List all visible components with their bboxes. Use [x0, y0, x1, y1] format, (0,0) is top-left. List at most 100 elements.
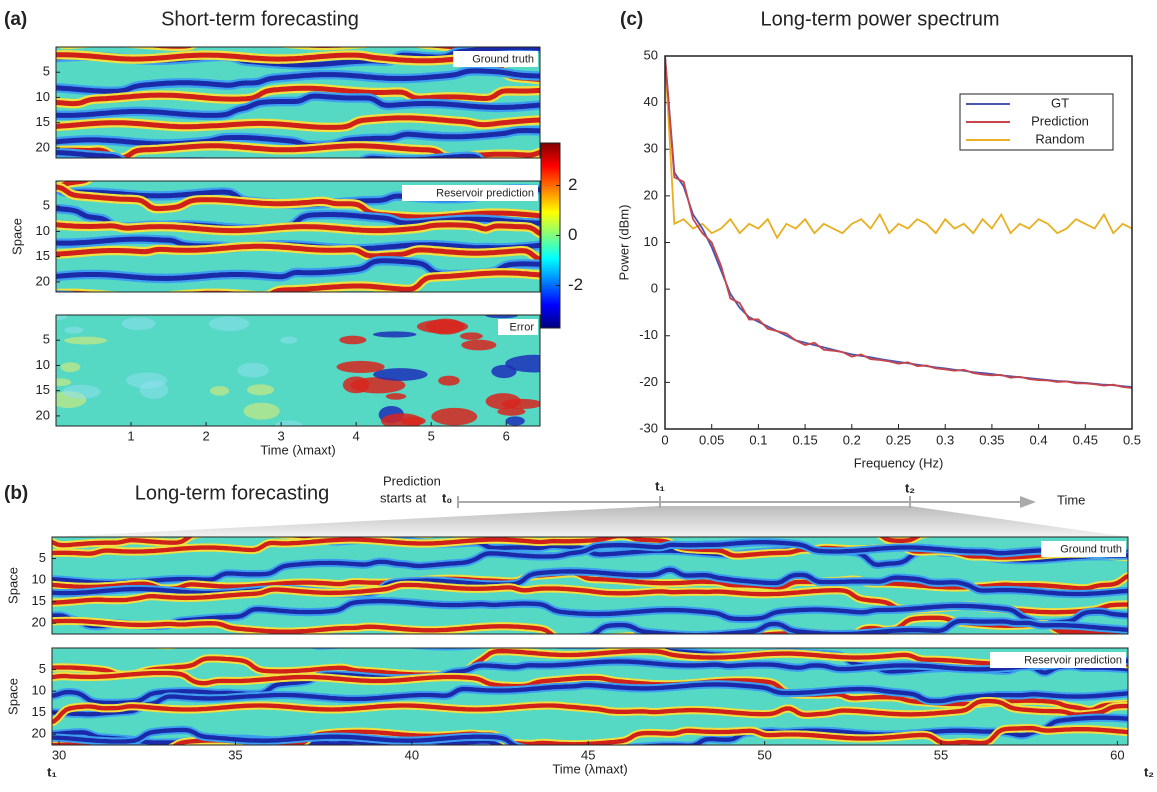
- panel-label-bg: [498, 319, 538, 335]
- y-tick-label: 5: [43, 64, 50, 79]
- heatmap-image: [56, 315, 540, 426]
- blob: [56, 378, 72, 386]
- panel-label-bg: [453, 51, 538, 67]
- y-tick-label: 40: [644, 94, 658, 109]
- corner-t1: t₁: [47, 764, 57, 779]
- stripe: [65, 47, 515, 50]
- blob: [62, 384, 101, 399]
- y-tick-label: 0: [651, 281, 658, 296]
- stripe-edge: [56, 47, 540, 52]
- colorbar-tick-label: 2: [568, 175, 577, 194]
- x-axis-label: Time (λmaxt): [260, 442, 335, 457]
- heatmap-bg: [56, 315, 540, 426]
- y-axis-label: Power (dBm): [616, 205, 631, 281]
- panel-label-bg: [990, 652, 1126, 668]
- line-series: [665, 56, 1132, 389]
- y-tick-label: -20: [639, 374, 658, 389]
- stripe: [46, 295, 550, 307]
- panel-label: Error: [510, 321, 535, 333]
- y-tick-label: 15: [36, 248, 50, 263]
- panel-label: Ground truth: [472, 53, 534, 65]
- blob: [461, 339, 497, 351]
- blob: [60, 362, 81, 373]
- blob: [246, 384, 275, 396]
- panel-label: Reservoir prediction: [436, 187, 534, 199]
- panel-letter: (c): [620, 9, 643, 30]
- panel-label: Reservoir prediction: [1024, 654, 1122, 666]
- y-axis-label: Space: [5, 567, 20, 604]
- stripe: [56, 222, 540, 237]
- x-tick-label: 0.3: [936, 432, 954, 447]
- panel-title: Short-term forecasting: [161, 8, 359, 30]
- blob: [505, 354, 540, 373]
- y-axis-label: Space: [5, 678, 20, 715]
- blob: [336, 360, 385, 374]
- corner-t2: t₂: [1144, 764, 1154, 779]
- y-tick-label: 20: [32, 615, 46, 630]
- stripe: [56, 68, 540, 94]
- stripe: [56, 85, 540, 107]
- blob: [497, 407, 526, 416]
- blob: [121, 317, 156, 331]
- x-tick-label: 0.45: [1073, 432, 1098, 447]
- blob: [209, 385, 230, 396]
- blob: [126, 372, 168, 389]
- y-tick-label: 5: [39, 661, 46, 676]
- blob: [381, 413, 423, 426]
- heatmap-frame: [55, 46, 541, 159]
- blob: [63, 336, 108, 345]
- blob: [438, 375, 460, 386]
- plot-frame: [664, 55, 1133, 430]
- y-tick-label: 30: [644, 141, 658, 156]
- y-tick-label: 15: [32, 593, 46, 608]
- blob: [373, 368, 428, 381]
- heatmap-frame: [51, 647, 1129, 746]
- blob: [64, 326, 84, 334]
- timeline-start: Prediction: [383, 473, 441, 488]
- x-tick-label: 0.2: [843, 432, 861, 447]
- stripe: [52, 540, 1128, 586]
- stripe: [56, 184, 540, 220]
- x-tick-label: 0.15: [792, 432, 817, 447]
- heatmap-image: [52, 648, 1128, 745]
- blob: [426, 318, 465, 335]
- blob: [274, 420, 303, 426]
- zoom-projection: [52, 506, 1128, 537]
- heatmap-frame: [55, 180, 541, 293]
- stripe: [56, 93, 540, 118]
- timeline-t0: t₀: [442, 490, 452, 505]
- legend-label: Prediction: [1031, 113, 1089, 128]
- heatmap-image: [52, 537, 1128, 634]
- stripe: [56, 243, 540, 262]
- y-tick-label: 10: [32, 572, 46, 587]
- stripe: [56, 270, 540, 292]
- stripe: [52, 727, 520, 745]
- colorbar-tick-label: -2: [568, 275, 583, 294]
- line-series: [665, 56, 1132, 240]
- x-tick-label: 0.05: [699, 432, 724, 447]
- x-axis-label: Frequency (Hz): [854, 455, 944, 470]
- blob: [484, 315, 519, 319]
- x-tick-label: 4: [353, 428, 360, 443]
- x-tick-label: 0.4: [1030, 432, 1048, 447]
- y-tick-label: 10: [36, 223, 50, 238]
- blob: [372, 331, 417, 338]
- timeline-arrow: [1020, 496, 1036, 508]
- stripe: [56, 149, 482, 158]
- stripe: [52, 655, 1128, 706]
- y-tick-label: 5: [39, 550, 46, 565]
- blob: [459, 332, 483, 340]
- x-axis-label: Time (λmaxt): [552, 761, 627, 776]
- blob: [342, 376, 370, 394]
- x-tick-label: 2: [202, 428, 209, 443]
- legend-label: Random: [1035, 131, 1084, 146]
- panel-label-bg: [1041, 541, 1126, 557]
- x-tick-label: 0.5: [1123, 432, 1141, 447]
- stripe: [56, 128, 540, 148]
- blob: [56, 315, 68, 321]
- y-tick-label: 15: [36, 382, 50, 397]
- blob: [505, 416, 525, 426]
- stripe: [52, 698, 1128, 725]
- y-tick-label: 20: [36, 139, 50, 154]
- y-tick-label: -30: [639, 420, 658, 435]
